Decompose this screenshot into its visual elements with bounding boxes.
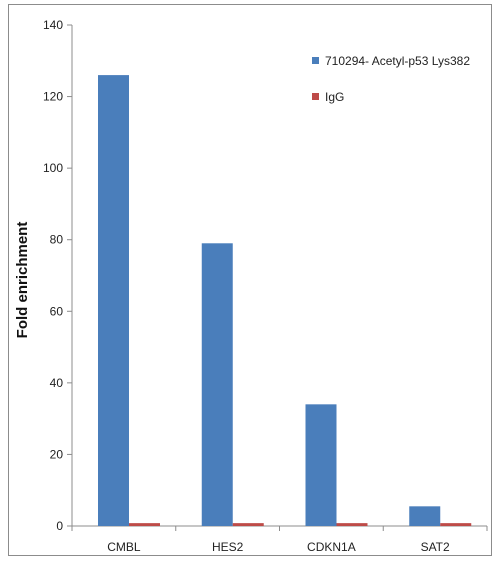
bar-series1 xyxy=(201,243,233,527)
bar-series2 xyxy=(129,523,160,526)
legend: 710294- Acetyl-p53 Lys382 IgG xyxy=(312,54,470,104)
legend-label: IgG xyxy=(325,90,344,104)
y-axis: 0 20 40 60 80 100 120 140 xyxy=(43,18,73,533)
y-tick-label: 120 xyxy=(43,90,63,104)
legend-swatch xyxy=(312,93,319,100)
bars xyxy=(98,75,472,527)
y-tick-label: 60 xyxy=(50,304,64,318)
bar-series2 xyxy=(232,523,264,526)
y-tick-label: 40 xyxy=(50,376,64,390)
legend-swatch xyxy=(312,57,319,64)
x-axis: CMBL HES2 CDKN1A SAT2 xyxy=(71,525,488,554)
x-tick-label: HES2 xyxy=(212,540,244,554)
y-tick-label: 80 xyxy=(50,233,64,247)
x-tick-label: CMBL xyxy=(107,540,141,554)
y-tick-label: 0 xyxy=(56,519,63,533)
y-axis-label: Fold enrichment xyxy=(14,222,31,339)
bar-series2 xyxy=(440,523,472,526)
x-tick-label: CDKN1A xyxy=(307,540,356,554)
bar-series1 xyxy=(409,506,441,526)
y-tick-label: 20 xyxy=(50,447,64,461)
bar-series2 xyxy=(336,523,368,526)
x-tick-label: SAT2 xyxy=(421,540,450,554)
chart-frame: 0 20 40 60 80 100 120 140 CMBL HES2 CDKN1A SAT2 Fo… xyxy=(8,4,492,556)
y-tick-label: 140 xyxy=(43,18,63,32)
bar-series1 xyxy=(305,404,337,526)
bar-series1 xyxy=(98,75,129,526)
bar-chart: 0 20 40 60 80 100 120 140 CMBL HES2 CDKN1A SAT2 Fo… xyxy=(14,18,488,554)
legend-label: 710294- Acetyl-p53 Lys382 xyxy=(325,54,470,68)
y-tick-label: 100 xyxy=(43,161,63,175)
